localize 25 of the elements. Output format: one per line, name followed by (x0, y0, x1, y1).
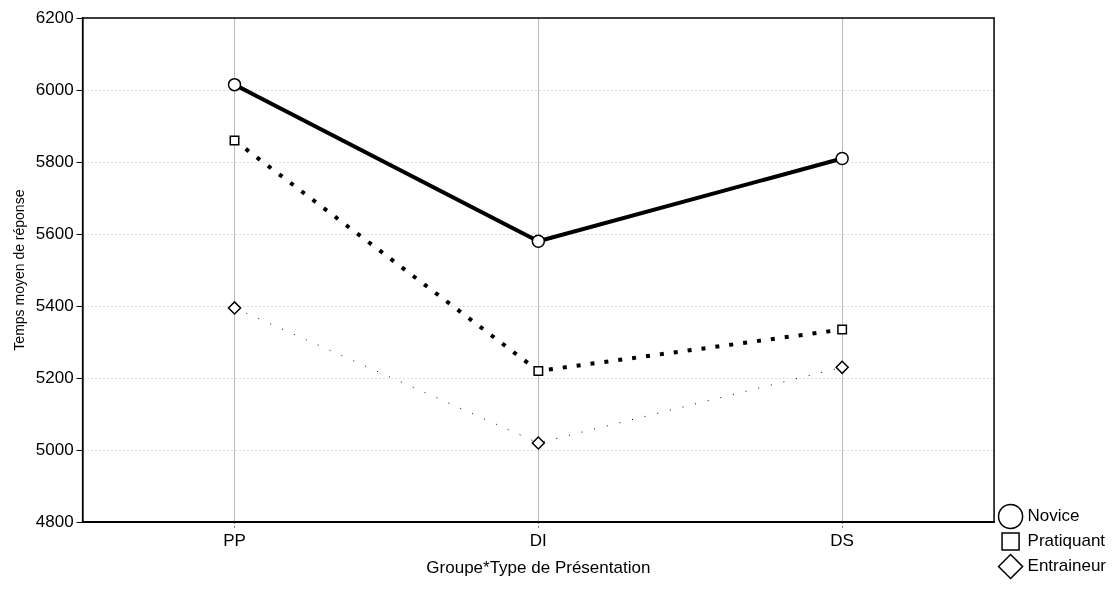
y-tick-label: 5800 (35, 151, 74, 171)
y-axis-title: Temps moyen de réponse (11, 189, 28, 351)
point (835, 151, 849, 166)
x-tick-label: PP (223, 531, 246, 551)
x-tick-label: DI (529, 531, 547, 551)
legend-label: Pratiquant (1027, 531, 1106, 551)
point (531, 234, 546, 249)
point (227, 301, 242, 315)
y-tick-label: 4800 (35, 511, 74, 531)
x-tick-label: DS (830, 531, 854, 551)
x-axis-title: Groupe*Type de Présentation (426, 558, 651, 578)
y-tick-label: 5400 (35, 295, 74, 315)
y-tick-label: 6000 (35, 79, 74, 99)
point (835, 360, 849, 375)
point (531, 436, 546, 450)
y-tick-label: 5000 (35, 439, 74, 459)
legend-label: Entraineur (1027, 556, 1107, 576)
y-tick-label: 6200 (35, 7, 74, 27)
legend-label: Novice (1027, 506, 1080, 526)
y-tick-label: 5200 (35, 367, 74, 387)
point (837, 324, 848, 335)
y-tick-label: 5600 (35, 223, 74, 243)
point (229, 135, 240, 146)
point (227, 77, 242, 92)
point (533, 365, 544, 376)
